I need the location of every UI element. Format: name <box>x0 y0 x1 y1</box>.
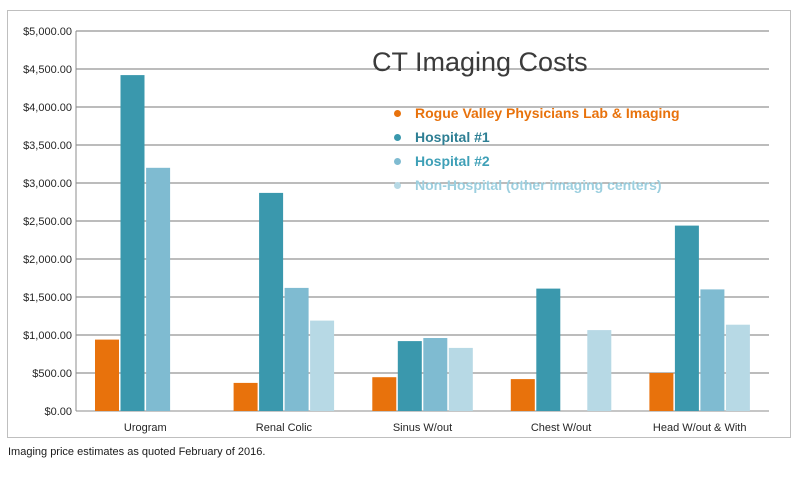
x-category-label: Urogram <box>124 422 167 434</box>
y-tick-label: $2,500.00 <box>23 216 72 228</box>
bar <box>372 377 397 411</box>
chart-title: CT Imaging Costs <box>372 47 588 77</box>
bar <box>397 341 422 411</box>
y-tick-label: $0.00 <box>44 406 72 418</box>
y-tick-label: $1,000.00 <box>23 330 72 342</box>
legend-label: Hospital #2 <box>415 153 490 169</box>
y-tick-label: $3,000.00 <box>23 178 72 190</box>
bar <box>448 347 473 411</box>
bar <box>259 192 284 411</box>
bar <box>700 289 725 411</box>
gridlines <box>75 30 769 412</box>
legend-label: Hospital #1 <box>415 129 490 145</box>
y-tick-label: $3,500.00 <box>23 140 72 152</box>
y-tick-label: $1,500.00 <box>23 292 72 304</box>
x-category-label: Renal Colic <box>256 422 313 434</box>
y-tick-label: $4,000.00 <box>23 102 72 114</box>
legend-dot-icon <box>394 133 401 141</box>
y-tick-label: $2,000.00 <box>23 254 72 266</box>
legend-label: Rogue Valley Physicians Lab & Imaging <box>415 105 680 121</box>
bar <box>536 288 561 411</box>
bar <box>120 75 145 411</box>
legend-item: Hospital #1 <box>394 125 680 149</box>
bar <box>146 167 171 411</box>
bar-chart: $0.00 $500.00 $1,000.00 $1,500.00 $2,000.00 $… <box>23 26 769 434</box>
bars <box>95 75 750 411</box>
legend-item: Hospital #2 <box>394 149 680 173</box>
legend: Rogue Valley Physicians Lab & Imaging Hos… <box>394 101 680 197</box>
legend-label: Non-Hospital (other imaging centers) <box>415 177 662 193</box>
x-category-label: Chest W/out <box>531 422 592 434</box>
bar <box>233 382 258 411</box>
bar <box>587 330 612 411</box>
bar <box>725 324 750 411</box>
x-category-label: Sinus W/out <box>393 422 452 434</box>
legend-item: Rogue Valley Physicians Lab & Imaging <box>394 101 680 125</box>
y-tick-label: $5,000.00 <box>23 26 72 38</box>
y-axis-ticks: $0.00 $500.00 $1,000.00 $1,500.00 $2,000.00 $… <box>23 26 72 418</box>
x-category-label: Head W/out & With <box>653 422 747 434</box>
legend-dot-icon <box>394 181 401 189</box>
bar <box>510 379 535 411</box>
bar <box>423 338 448 411</box>
bar <box>674 225 699 411</box>
legend-item: Non-Hospital (other imaging centers) <box>394 173 680 197</box>
y-tick-label: $500.00 <box>32 368 72 380</box>
bar <box>284 287 309 411</box>
legend-dot-icon <box>394 109 401 117</box>
x-axis-categories: Urogram Renal Colic Sinus W/out Chest W/out… <box>124 422 747 434</box>
footnote: Imaging price estimates as quoted Februa… <box>8 446 266 458</box>
bar <box>649 373 674 411</box>
chart-frame: $0.00 $500.00 $1,000.00 $1,500.00 $2,000.00 $… <box>7 10 791 438</box>
bar <box>95 339 119 411</box>
bar <box>310 320 335 411</box>
legend-dot-icon <box>394 157 401 165</box>
y-tick-label: $4,500.00 <box>23 64 72 76</box>
